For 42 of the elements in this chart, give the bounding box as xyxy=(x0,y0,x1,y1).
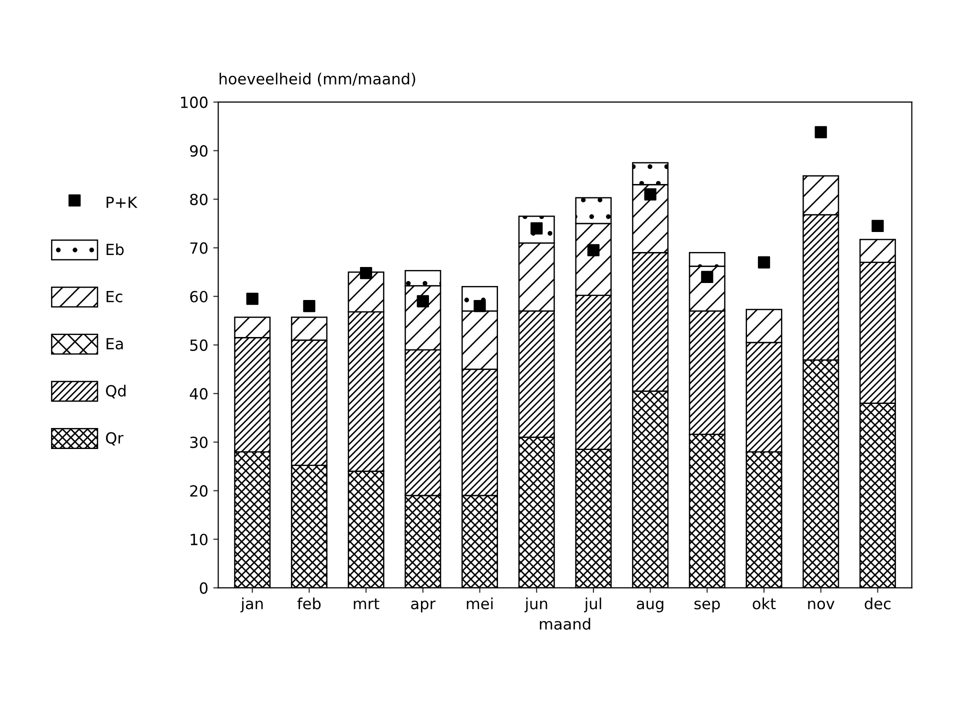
legend-label: P+K xyxy=(106,196,138,208)
x-tick-label: jun xyxy=(524,598,548,612)
point xyxy=(701,270,714,284)
x-tick-label: mrt xyxy=(354,598,380,610)
x-tick-label: apr xyxy=(411,600,436,612)
point xyxy=(360,266,372,280)
point xyxy=(872,220,884,232)
legend-label: Qr xyxy=(106,432,124,446)
y-tick-label: 100 xyxy=(181,96,208,108)
y-tick-label: 30 xyxy=(190,436,208,448)
legend-label: Qd xyxy=(106,384,126,398)
y-tick-label: 20 xyxy=(190,485,208,497)
point xyxy=(303,300,316,312)
point xyxy=(474,300,486,312)
y-tick-label: 40 xyxy=(190,388,208,400)
y-tick-label: 90 xyxy=(190,145,208,157)
x-axis-title: maand xyxy=(540,618,590,630)
y-tick-label: 60 xyxy=(190,290,208,302)
point xyxy=(246,292,258,305)
x-tick-label: mei xyxy=(466,598,493,610)
x-tick-label: dec xyxy=(864,598,890,610)
x-tick-label: sep xyxy=(694,600,720,612)
y-tick-label: 10 xyxy=(190,534,208,546)
x-tick-label: aug xyxy=(636,600,664,612)
x-tick-label: okt xyxy=(752,598,776,610)
legend-label: Ea xyxy=(106,338,123,350)
point xyxy=(758,256,770,268)
point xyxy=(644,188,656,200)
x-tick-label: nov xyxy=(808,600,834,610)
y-tick-label: 50 xyxy=(190,339,208,351)
x-tick-label: jul xyxy=(584,598,602,612)
x-tick-label: feb xyxy=(297,598,321,610)
y-axis-title: hoeveelheid (mm/maand) xyxy=(220,72,416,86)
legend-label: Ec xyxy=(106,290,122,302)
x-tick-label: jan xyxy=(240,598,263,612)
y-tick-label: 70 xyxy=(190,242,208,254)
legend-label: Eb xyxy=(106,243,124,256)
point xyxy=(814,126,827,138)
y-tick-label: 0 xyxy=(200,582,208,594)
point xyxy=(416,295,429,308)
point xyxy=(587,244,600,256)
y-tick-label: 80 xyxy=(190,194,208,206)
